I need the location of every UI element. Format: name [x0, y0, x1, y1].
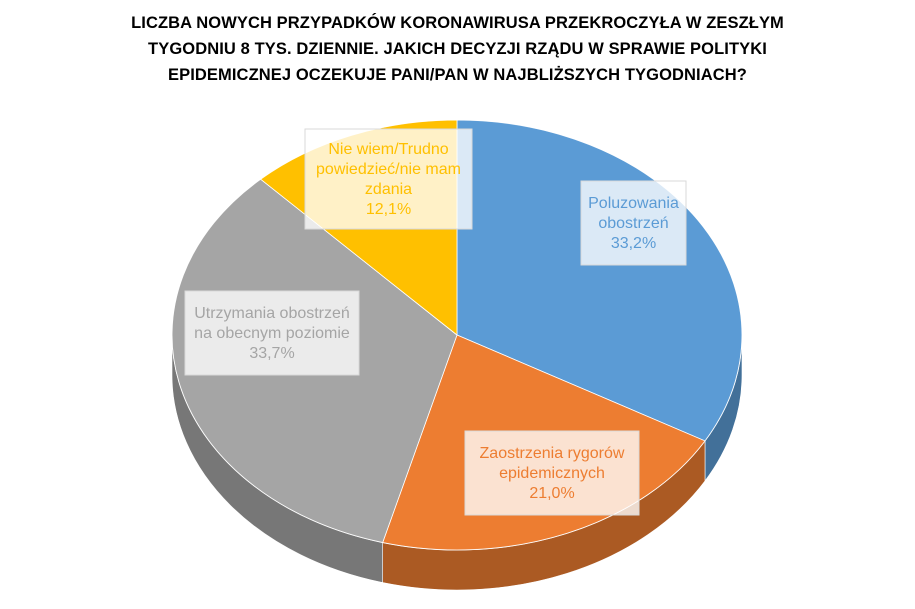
chart-title: LICZBA NOWYCH PRZYPADKÓW KORONAWIRUSA PR… [0, 10, 915, 88]
data-labels: Poluzowania obostrzeń 33,2% Zaostrzenia ryg… [184, 128, 687, 516]
data-label-text-2-0: Utrzymania obostrzeń [194, 305, 350, 322]
data-label-3: Nie wiem/Trudno powiedzieć/nie mam zdania 1… [304, 128, 473, 230]
data-label-value-3: 12,1% [366, 201, 411, 218]
data-label-text-2-1: na obecnym poziomie [194, 325, 350, 342]
data-label-box-2 [184, 290, 360, 376]
data-label-box-0 [580, 180, 687, 266]
data-label-text-3-0: Nie wiem/Trudno [328, 141, 448, 158]
chart-title-line-1: LICZBA NOWYCH PRZYPADKÓW KORONAWIRUSA PR… [131, 14, 784, 32]
data-label-text-0-0: Poluzowania [588, 195, 679, 212]
data-label-box-3 [304, 128, 473, 230]
chart-title-line-3: EPIDEMICZNEJ OCZEKUJE PANI/PAN W NAJBLIŻ… [168, 66, 747, 84]
chart-title-line-2: TYGODNIU 8 TYS. DZIENNIE. JAKICH DECYZJI… [148, 40, 767, 58]
data-label-value-1: 21,0% [529, 485, 574, 502]
data-label-text-3-2: zdania [365, 181, 412, 198]
data-label-value-2: 33,7% [249, 345, 294, 362]
data-label-box-1 [464, 430, 640, 516]
data-label-value-0: 33,2% [611, 235, 656, 252]
data-label-text-0-1: obostrzeń [598, 215, 668, 232]
data-label-text-1-0: Zaostrzenia rygorów [480, 445, 625, 462]
data-label-text-1-1: epidemicznych [499, 465, 605, 482]
data-label-2: Utrzymania obostrzeń na obecnym poziomie 3… [184, 290, 360, 376]
data-label-0: Poluzowania obostrzeń 33,2% [580, 180, 687, 266]
pie-rim [171, 119, 743, 551]
data-label-1: Zaostrzenia rygorów epidemicznych 21,0% [464, 430, 640, 516]
data-label-text-3-1: powiedzieć/nie mam [316, 161, 461, 178]
